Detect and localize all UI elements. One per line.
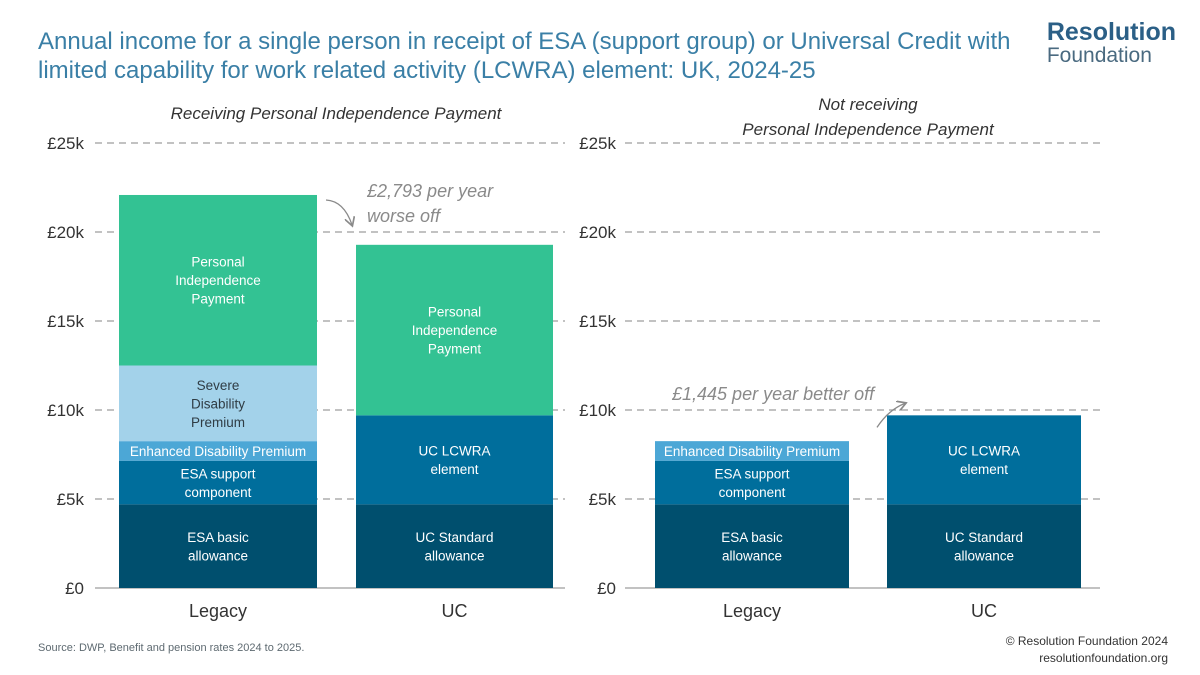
segment-label: Enhanced Disability Premium: [130, 444, 306, 459]
annotation-text: £1,445 per year better off: [671, 384, 876, 404]
segment-label: component: [185, 485, 252, 500]
resolution-foundation-logo: Resolution Foundation: [1047, 20, 1176, 67]
y-tick-label: £25k: [579, 134, 616, 153]
segment-label: ESA basic: [721, 530, 783, 545]
logo-line-1: Resolution: [1046, 18, 1176, 46]
logo-line-2: Foundation: [1046, 44, 1152, 67]
chart-panel-not-receiving-pip: Not receiving Personal Independence Payme…: [579, 95, 1100, 621]
x-category-label: Legacy: [189, 601, 247, 621]
y-tick-label: £5k: [589, 490, 617, 509]
bar-segment-esa-basic-allowance: [655, 504, 849, 588]
y-tick-label: £25k: [47, 134, 84, 153]
y-tick-label: £10k: [579, 401, 616, 420]
segment-label: Independence: [175, 273, 261, 288]
segment-label: element: [430, 462, 478, 477]
segment-label: UC Standard: [415, 530, 493, 545]
website-text: resolutionfoundation.org: [1039, 651, 1168, 665]
annotation-arrow: [325, 199, 352, 225]
bar-segment-esa-basic-allowance: [119, 504, 317, 588]
copyright-block: © Resolution Foundation 2024 resolutionf…: [1006, 633, 1168, 667]
x-category-label: Legacy: [723, 601, 781, 621]
segment-label: Premium: [191, 415, 245, 430]
bar-segment-personal-independence-payment: [356, 244, 553, 416]
chart-title: Annual income for a single person in rec…: [38, 28, 1011, 84]
segment-label: Severe: [197, 378, 240, 393]
y-tick-label: £10k: [47, 401, 84, 420]
panel-title: Not receiving: [818, 95, 918, 114]
panel-title: Personal Independence Payment: [742, 120, 995, 139]
segment-label: UC Standard: [945, 530, 1023, 545]
segment-label: component: [719, 485, 786, 500]
annotation-text: worse off: [367, 206, 442, 226]
segment-label: ESA support: [180, 466, 255, 481]
bar-segment-uc-standard-allowance: [356, 504, 553, 588]
segment-label: Personal: [428, 305, 481, 320]
segment-label: element: [960, 462, 1008, 477]
segment-label: Payment: [191, 292, 245, 307]
segment-label: UC LCWRA: [948, 444, 1020, 459]
y-tick-label: £20k: [579, 223, 616, 242]
segment-label: ESA basic: [187, 530, 249, 545]
y-tick-label: £0: [65, 579, 84, 598]
bar-segment-esa-support-component: [119, 460, 317, 505]
segment-label: allowance: [954, 548, 1014, 563]
y-tick-label: £20k: [47, 223, 84, 242]
x-category-label: UC: [442, 601, 468, 621]
segment-label: Independence: [412, 323, 498, 338]
bar-segment-enhanced-disability-premium: [119, 441, 317, 461]
bar-segment-uc-lcwra-element: [887, 415, 1081, 505]
segment-label: Enhanced Disability Premium: [664, 444, 840, 459]
segment-label: Personal: [191, 255, 244, 270]
panel-title: Receiving Personal Independence Payment: [171, 104, 503, 123]
bar-segment-severe-disability-premium: [119, 365, 317, 442]
segment-label: allowance: [722, 548, 782, 563]
chart-panel-receiving-pip: Receiving Personal Independence Payment £…: [47, 104, 565, 621]
bar-segment-esa-support-component: [655, 460, 849, 505]
segment-label: Disability: [191, 396, 245, 411]
segment-label: allowance: [424, 548, 484, 563]
bar-segment-personal-independence-payment: [119, 194, 317, 366]
y-tick-label: £15k: [47, 312, 84, 331]
bar-segment-enhanced-disability-premium: [655, 441, 849, 461]
copyright-text: © Resolution Foundation 2024: [1005, 634, 1168, 648]
y-tick-label: £5k: [57, 490, 85, 509]
y-tick-label: £15k: [579, 312, 616, 331]
segment-label: Payment: [428, 342, 482, 357]
bar-segment-uc-standard-allowance: [887, 504, 1081, 588]
x-category-label: UC: [971, 601, 997, 621]
segment-label: UC LCWRA: [418, 444, 490, 459]
segment-label: allowance: [188, 548, 248, 563]
annotation-arrow: [876, 403, 905, 428]
y-tick-label: £0: [597, 579, 616, 598]
bar-segment-uc-lcwra-element: [356, 415, 553, 505]
segment-label: ESA support: [714, 466, 789, 481]
annotation-text: £2,793 per year: [366, 181, 494, 201]
source-note: Source: DWP, Benefit and pension rates 2…: [38, 642, 305, 654]
